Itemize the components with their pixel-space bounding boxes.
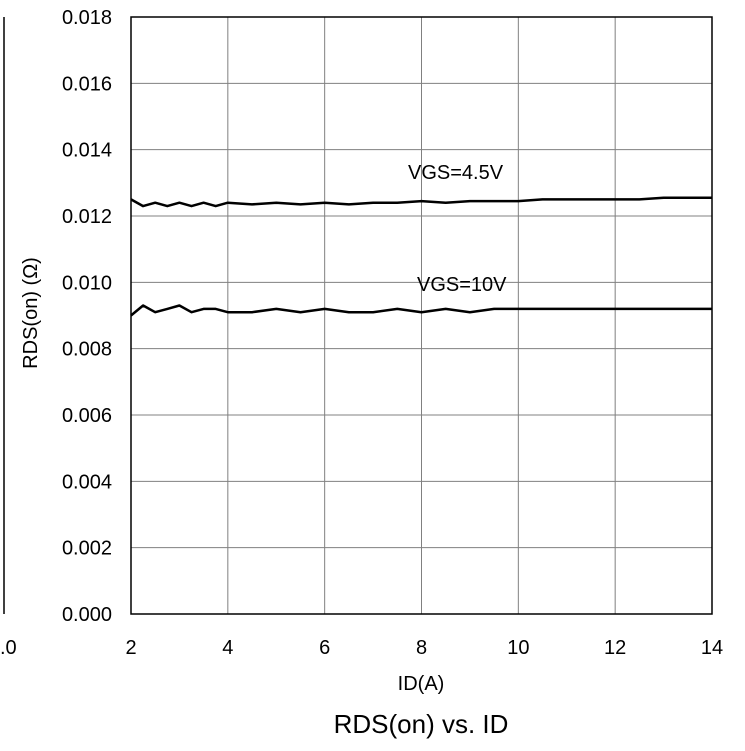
series-label-vgs-10v: VGS=10V	[417, 274, 507, 296]
series-label-vgs-4-5v: VGS=4.5V	[408, 162, 504, 184]
chart-title: RDS(on) vs. ID	[334, 709, 509, 739]
y-tick-label: 0.004	[62, 471, 112, 493]
y-tick-label: 0.018	[62, 7, 112, 29]
y-tick-label: 0.006	[62, 405, 112, 427]
axis-layer	[3, 16, 713, 615]
x-tick-label: 4	[222, 637, 233, 659]
series-layer	[130, 196, 712, 317]
y-tick-label: 0.010	[62, 272, 112, 294]
y-tick-label: 0.000	[62, 604, 112, 626]
x-tick-label: 8	[416, 637, 427, 659]
x-tick-label: 10	[507, 637, 529, 659]
tick-layer: 2 4 6 8 10 12 14 0.000 0.002 0.004 0.006 0.008 0.010…	[62, 7, 723, 659]
x-tick-label: 2	[125, 637, 136, 659]
y-tick-label: 0.008	[62, 339, 112, 361]
series-line-vgs-4-5v	[130, 196, 712, 208]
plot-frame	[130, 16, 713, 615]
x-tick-label: 14	[701, 637, 723, 659]
x-axis-label: ID(A)	[398, 673, 445, 695]
x-tick-label: 6	[319, 637, 330, 659]
y-tick-label: 0.002	[62, 538, 112, 560]
y-tick-label: 0.012	[62, 206, 112, 228]
grid-layer	[131, 17, 712, 614]
left-fragment-tick-label: .0	[0, 637, 17, 659]
series-line-vgs-10v	[130, 304, 712, 317]
x-tick-label: 12	[604, 637, 626, 659]
y-tick-label: 0.016	[62, 73, 112, 95]
y-axis-label: RDS(on) (Ω)	[20, 257, 42, 369]
y-tick-label: 0.014	[62, 140, 112, 162]
